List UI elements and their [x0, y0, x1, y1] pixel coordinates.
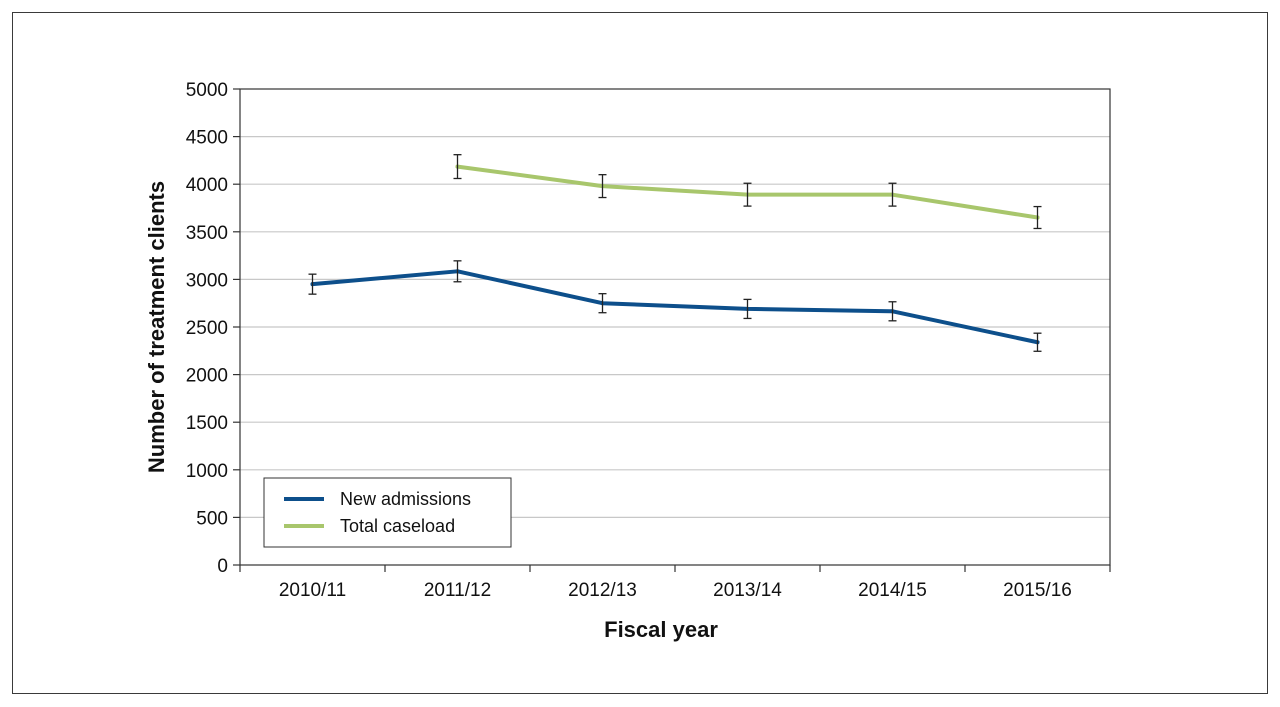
error-bar — [888, 182, 897, 207]
x-axis-title: Fiscal year — [604, 617, 718, 642]
series-line-1 — [310, 269, 1040, 345]
error-bar — [453, 260, 462, 283]
gridlines — [240, 136, 1110, 519]
y-tick-label: 4500 — [186, 128, 228, 149]
y-axis-ticks: 0 500 1000 1500 2000 2500 3000 3500 4000 4500 5000 — [186, 80, 240, 577]
x-axis-ticks: 2010/11 2011/12 2012/13 2013/14 2014/15 2015/… — [239, 565, 1111, 601]
y-axis-title: Number of treatment clients — [144, 181, 169, 473]
y-tick-label: 4000 — [186, 175, 228, 196]
series-lines — [310, 164, 1040, 345]
y-tick-label: 2500 — [186, 318, 228, 339]
error-bar — [598, 293, 607, 314]
x-tick-label: 2010/11 — [279, 580, 346, 601]
x-tick-label: 2014/15 — [858, 580, 927, 601]
error-bar — [888, 301, 897, 322]
y-tick-label: 3000 — [186, 270, 228, 291]
x-tick-label: 2011/12 — [424, 580, 491, 601]
error-bar — [308, 273, 317, 295]
y-tick-label: 2000 — [186, 366, 228, 387]
error-bar — [453, 154, 462, 180]
legend-label-2: Total caseload — [340, 516, 455, 536]
y-tick-label: 1000 — [186, 461, 228, 482]
legend-label-1: New admissions — [340, 489, 471, 509]
x-tick-label: 2012/13 — [568, 580, 637, 601]
x-tick-label: 2015/16 — [1003, 580, 1072, 601]
legend-box — [263, 477, 512, 548]
y-tick-label: 5000 — [186, 80, 228, 101]
error-bars — [308, 154, 1042, 352]
y-tick-label: 3500 — [186, 223, 228, 244]
y-tick-label: 0 — [217, 556, 228, 577]
error-bar — [1033, 332, 1042, 352]
error-bar — [598, 174, 607, 199]
x-tick-label: 2013/14 — [713, 580, 782, 601]
error-bar — [743, 182, 752, 207]
error-bar — [743, 298, 752, 320]
y-tick-label: 1500 — [186, 413, 228, 434]
figure-frame — [12, 12, 1268, 694]
y-tick-label: 500 — [196, 508, 228, 529]
legend: New admissions Total caseload — [263, 477, 512, 548]
error-bar — [1033, 205, 1042, 230]
